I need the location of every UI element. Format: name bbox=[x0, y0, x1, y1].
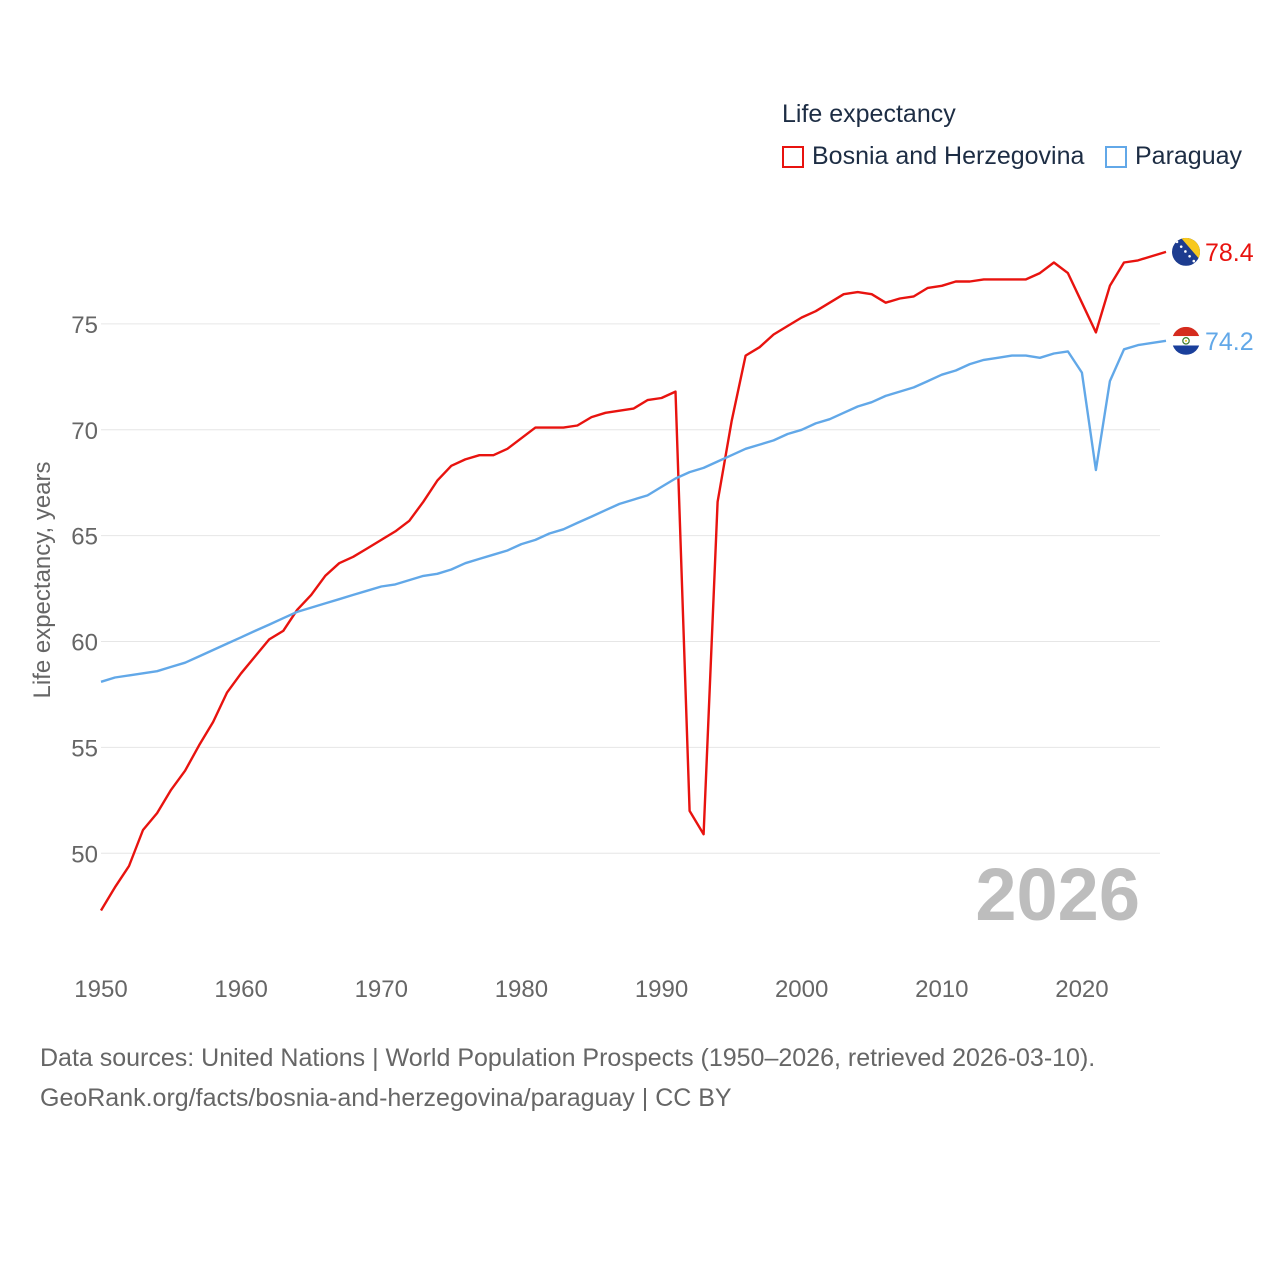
legend-title: Life expectancy bbox=[782, 100, 956, 128]
y-tick-label-75: 75 bbox=[71, 312, 98, 339]
x-tick-label-2010: 2010 bbox=[915, 976, 968, 1003]
x-tick-label-1970: 1970 bbox=[355, 976, 408, 1003]
legend-label-paraguay: Paraguay bbox=[1135, 142, 1243, 170]
y-tick-label-50: 50 bbox=[71, 841, 98, 868]
legend-label-bosnia: Bosnia and Herzegovina bbox=[812, 142, 1085, 170]
x-tick-label-1990: 1990 bbox=[635, 976, 688, 1003]
source-line-1: Data sources: United Nations | World Pop… bbox=[40, 1044, 1096, 1072]
paraguay-flag-icon bbox=[1172, 326, 1200, 355]
series-lines bbox=[99, 250, 1167, 912]
source-line-2[interactable]: GeoRank.org/facts/bosnia-and-herzegovina… bbox=[40, 1084, 732, 1112]
x-tick-label-2020: 2020 bbox=[1055, 976, 1108, 1003]
series-end-labels: 78.4 74.2 bbox=[1172, 237, 1254, 356]
year-watermark: 2026 bbox=[975, 853, 1140, 936]
y-tick-label-55: 55 bbox=[71, 735, 98, 762]
series-line-paraguay bbox=[100, 339, 1167, 683]
x-tick-label-2000: 2000 bbox=[775, 976, 828, 1003]
x-axis-ticks: 1950 1960 1970 1980 1990 2000 2010 2020 bbox=[74, 976, 1108, 1003]
legend-swatch-paraguay bbox=[1105, 145, 1127, 168]
end-label-bosnia: 78.4 bbox=[1205, 239, 1254, 267]
y-tick-label-65: 65 bbox=[71, 524, 98, 551]
y-tick-label-60: 60 bbox=[71, 630, 98, 657]
y-tick-label-70: 70 bbox=[71, 418, 98, 445]
end-label-paraguay: 74.2 bbox=[1205, 328, 1254, 356]
legend-item-paraguay[interactable]: Paraguay bbox=[1105, 142, 1242, 171]
x-tick-label-1950: 1950 bbox=[74, 976, 127, 1003]
y-axis-ticks: 50 55 60 65 70 75 bbox=[71, 312, 98, 868]
series-line-bosnia bbox=[99, 250, 1167, 912]
legend-item-bosnia[interactable]: Bosnia and Herzegovina bbox=[782, 142, 1084, 171]
x-tick-label-1980: 1980 bbox=[495, 976, 548, 1003]
y-axis-label: Life expectancy, years bbox=[29, 461, 56, 698]
x-tick-label-1960: 1960 bbox=[214, 976, 267, 1003]
gridlines bbox=[101, 323, 1160, 854]
bosnia-flag-icon bbox=[1172, 237, 1200, 266]
legend-swatch-bosnia bbox=[782, 145, 804, 168]
